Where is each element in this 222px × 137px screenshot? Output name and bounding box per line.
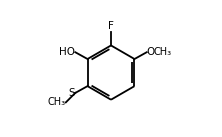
Text: F: F [108, 21, 114, 31]
Text: S: S [69, 88, 75, 98]
Text: HO: HO [59, 47, 75, 57]
Text: O: O [147, 47, 155, 57]
Text: CH₃: CH₃ [48, 97, 66, 107]
Text: CH₃: CH₃ [154, 47, 172, 57]
